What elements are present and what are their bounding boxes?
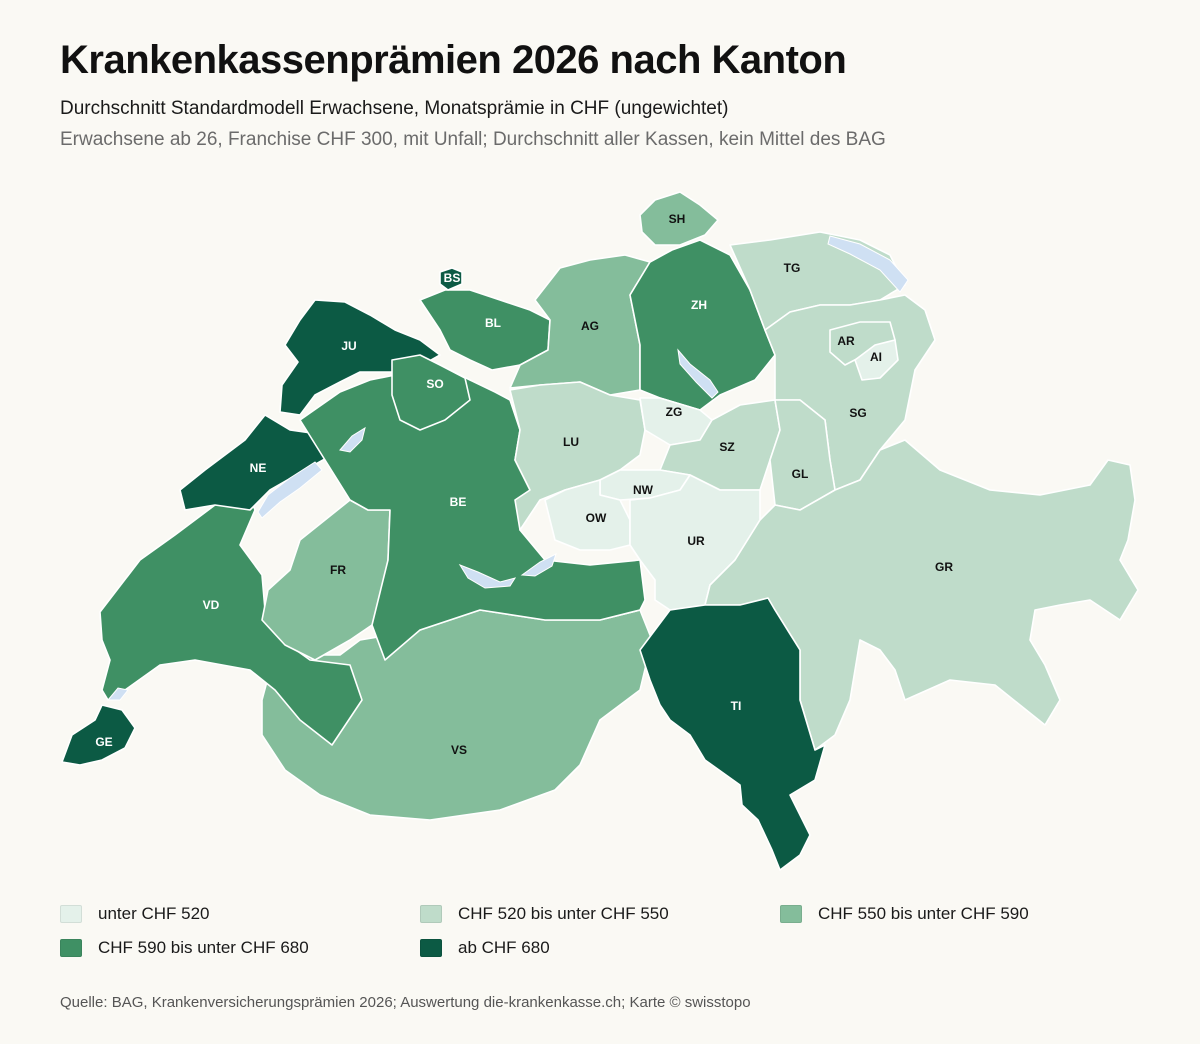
source-note: Quelle: BAG, Krankenversicherungsprämien… bbox=[60, 994, 751, 1011]
canton-ge[interactable] bbox=[61, 704, 136, 766]
canton-label: SH bbox=[669, 212, 686, 226]
switzerland-canton-map: SH BS TG JU BL AG ZH AR AI SO SG ZG LU N… bbox=[61, 191, 1139, 871]
legend-label: CHF 590 bis unter CHF 680 bbox=[98, 938, 309, 957]
canton-sh[interactable] bbox=[639, 191, 719, 246]
canton-label: SG bbox=[849, 406, 866, 420]
lake-neuchatel bbox=[257, 461, 323, 519]
legend-label: CHF 520 bis unter CHF 550 bbox=[458, 904, 669, 923]
legend-item-class-3: CHF 550 bis unter CHF 590 bbox=[780, 903, 1029, 925]
methodology-note: Erwachsene ab 26, Franchise CHF 300, mit… bbox=[60, 129, 886, 150]
legend-swatch bbox=[60, 939, 82, 957]
canton-label: SO bbox=[426, 377, 443, 391]
lake-constance bbox=[827, 235, 909, 293]
canton-bs[interactable] bbox=[439, 267, 463, 291]
legend-item-class-5: ab CHF 680 bbox=[420, 937, 550, 959]
canton-ti[interactable] bbox=[639, 597, 826, 871]
canton-labels: SH BS TG JU BL AG ZH AR AI SO SG ZG LU N… bbox=[95, 212, 953, 757]
subtitle: Durchschnitt Standardmodell Erwachsene, … bbox=[60, 98, 729, 119]
canton-label: LU bbox=[563, 435, 579, 449]
canton-label: AI bbox=[870, 350, 882, 364]
lake-geneva bbox=[106, 687, 129, 701]
canton-label: NE bbox=[250, 461, 267, 475]
legend-swatch bbox=[780, 905, 802, 923]
canton-label: GL bbox=[792, 467, 809, 481]
page-title: Krankenkassenprämien 2026 nach Kanton bbox=[60, 38, 847, 82]
legend-item-class-2: CHF 520 bis unter CHF 550 bbox=[420, 903, 669, 925]
canton-label: SZ bbox=[719, 440, 734, 454]
legend-item-class-1: unter CHF 520 bbox=[60, 903, 210, 925]
canton-label: AR bbox=[837, 334, 855, 348]
canton-ai[interactable] bbox=[854, 339, 899, 381]
canton-label: BS bbox=[444, 271, 461, 285]
canton-fr[interactable] bbox=[261, 499, 391, 661]
canton-label: NW bbox=[633, 483, 654, 497]
canton-label: TG bbox=[784, 261, 801, 275]
legend-swatch bbox=[420, 939, 442, 957]
canton-label: AG bbox=[581, 319, 599, 333]
canton-label: ZH bbox=[691, 298, 707, 312]
legend-label: CHF 550 bis unter CHF 590 bbox=[818, 904, 1029, 923]
canton-label: TI bbox=[731, 699, 742, 713]
canton-label: GR bbox=[935, 560, 953, 574]
legend-swatch bbox=[60, 905, 82, 923]
canton-gr[interactable] bbox=[704, 439, 1139, 751]
canton-label: VS bbox=[451, 743, 467, 757]
canton-label: ZG bbox=[666, 405, 683, 419]
canton-label: BL bbox=[485, 316, 501, 330]
lake-zurich bbox=[677, 348, 719, 399]
canton-ag[interactable] bbox=[509, 254, 651, 396]
lake-biel bbox=[339, 426, 366, 453]
legend-label: ab CHF 680 bbox=[458, 938, 550, 957]
lake-brienz bbox=[520, 553, 557, 577]
legend-label: unter CHF 520 bbox=[98, 904, 210, 923]
canton-so[interactable] bbox=[391, 354, 471, 431]
canton-label: FR bbox=[330, 563, 346, 577]
legend-swatch bbox=[420, 905, 442, 923]
canton-label: VD bbox=[203, 598, 220, 612]
canton-label: GE bbox=[95, 735, 112, 749]
canton-label: UR bbox=[687, 534, 705, 548]
canton-label: JU bbox=[341, 339, 356, 353]
lake-thun-brienz bbox=[458, 563, 517, 589]
legend-item-class-4: CHF 590 bis unter CHF 680 bbox=[60, 937, 309, 959]
canton-label: BE bbox=[450, 495, 467, 509]
canton-label: OW bbox=[586, 511, 607, 525]
